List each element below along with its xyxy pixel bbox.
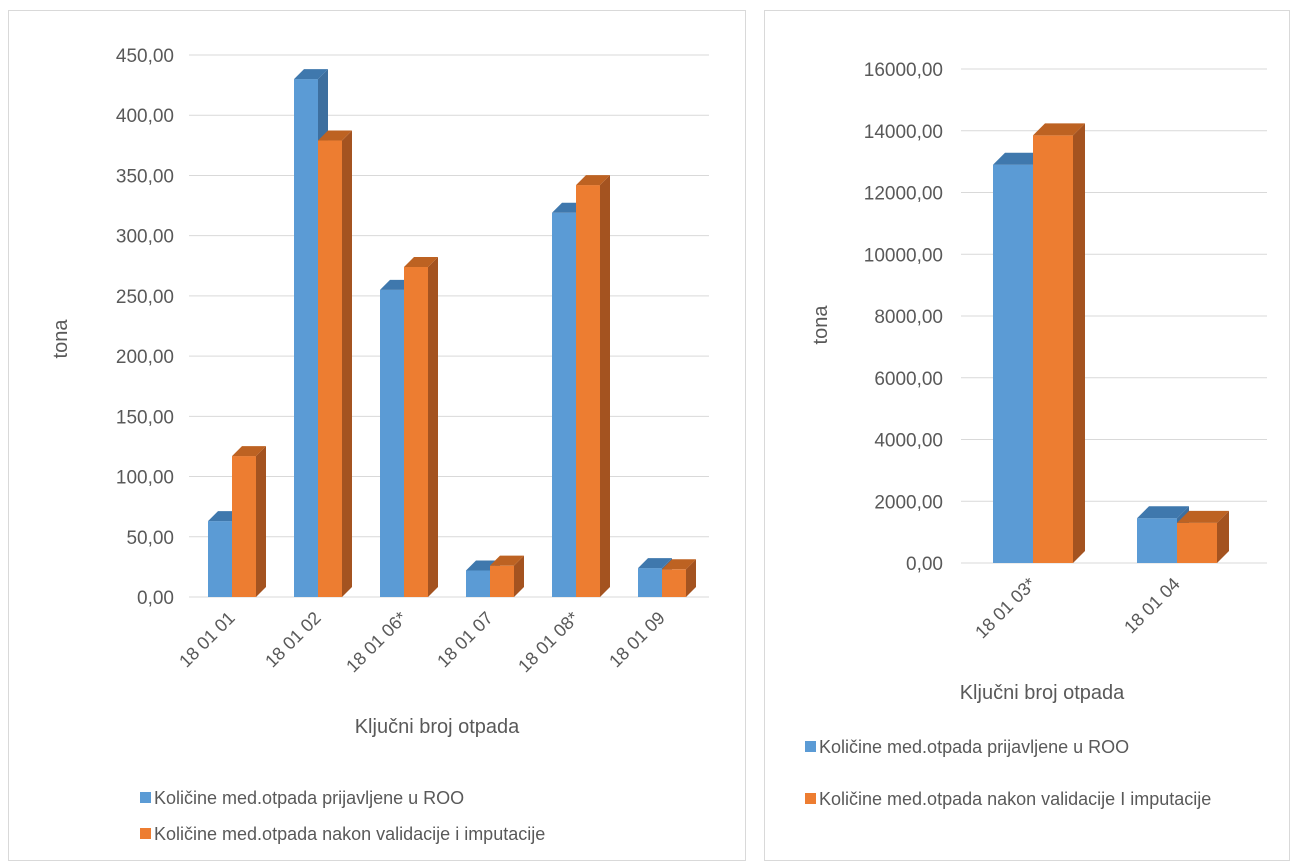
bar-2 [1033,135,1073,563]
bar-top-1 [1137,506,1189,519]
y-tick-label: 12000,00 [864,184,943,205]
bar-top-2 [490,555,524,566]
chart-right-legend: Količine med.otpada prijavljene u ROO Ko… [805,736,1245,810]
legend-label: Količine med.otpada prijavljene u ROO [819,737,1130,757]
x-tick-label: 18 01 03* [971,574,1040,643]
bar-side-2 [514,555,524,597]
x-tick-label: 18 01 02 [261,608,325,672]
chart-left-legend: Količine med.otpada prijavljene u ROO Ko… [140,787,545,845]
bar-1 [380,289,404,597]
bar-top-1 [294,69,328,80]
x-tick-label: 18 01 06* [342,608,411,677]
bar-1 [294,79,318,598]
bar-side-2 [256,446,266,597]
chart-left-svg: 0,00 50,00 100,00 150,00 200,00 250,00 300,00 3… [50,46,709,738]
x-tick-label: 18 01 08* [514,608,583,677]
bar-1 [552,212,576,597]
bar-2 [1177,522,1217,563]
legend-swatch-blue [805,741,816,752]
y-tick-label: 8000,00 [874,307,943,328]
bar-1 [208,521,232,597]
y-tick-label: 200,00 [116,347,174,368]
bar-top-2 [318,130,352,141]
x-axis-title: Ključni broj otpada [960,682,1125,704]
bar-top-2 [662,559,696,570]
bar-top-2 [576,175,610,186]
chart-right-panel: 0,00 2000,00 4000,00 6000,00 8000,00 10000,00… [764,10,1290,861]
legend-item-series-1: Količine med.otpada prijavljene u ROO [805,736,1245,758]
x-tick-label: 18 01 07 [433,608,497,672]
bar-top-2 [232,446,266,457]
y-tick-label: 300,00 [116,227,174,248]
bar-top-1 [638,558,672,569]
x-tick-label: 18 01 01 [175,608,239,672]
bar-2 [576,185,600,597]
bar-2 [232,456,256,597]
x-tick-label: 18 01 09 [605,608,669,672]
bar-side-2 [686,559,696,597]
y-tick-label: 250,00 [116,287,174,308]
bar-top-2 [404,256,438,267]
bar-2 [662,569,686,597]
legend-label: Količine med.otpada prijavljene u ROO [154,788,465,808]
bar-top-2 [1177,510,1229,523]
legend-item-series-2: Količine med.otpada nakon validacije i i… [140,823,545,845]
y-tick-label: 100,00 [116,468,174,489]
bar-top-1 [993,152,1045,165]
bar-side-2 [342,130,352,597]
bar-2 [404,266,428,597]
bar-side-2 [1073,123,1085,563]
x-axis-title: Ključni broj otpada [355,716,520,738]
x-tick-label: 18 01 04 [1120,574,1184,638]
y-tick-label: 450,00 [116,46,174,67]
bar-2 [318,140,342,597]
bar-1 [466,570,490,597]
legend-swatch-blue [140,792,151,803]
chart-left-panel: 0,00 50,00 100,00 150,00 200,00 250,00 300,00 3… [8,10,746,861]
legend-label: Količine med.otpada nakon validacije i i… [154,824,546,844]
y-tick-label: 2000,00 [874,492,943,513]
bar-side-2 [428,256,438,597]
chart-right-svg: 0,00 2000,00 4000,00 6000,00 8000,00 10000,00… [810,60,1267,704]
y-tick-label: 400,00 [116,106,174,127]
y-tick-label: 50,00 [126,528,174,549]
legend-item-series-2: Količine med.otpada nakon validacije I i… [805,788,1245,810]
bar-side-2 [1217,510,1229,563]
y-tick-label: 0,00 [137,588,174,609]
bar-1 [993,164,1033,563]
y-tick-label: 14000,00 [864,122,943,143]
y-tick-label: 350,00 [116,166,174,187]
y-axis-title: tona [810,305,832,345]
y-tick-label: 4000,00 [874,431,943,452]
y-tick-label: 16000,00 [864,60,943,81]
legend-swatch-orange [140,828,151,839]
y-axis-title: tona [50,319,72,359]
legend-swatch-orange [805,793,816,804]
legend-label: Količine med.otpada nakon validacije I i… [819,789,1212,809]
bar-top-2 [1033,123,1085,136]
legend-item-series-1: Količine med.otpada prijavljene u ROO [140,787,545,809]
bar-side-2 [600,175,610,597]
y-tick-label: 6000,00 [874,369,943,390]
y-tick-label: 10000,00 [864,245,943,266]
y-tick-label: 0,00 [906,554,943,575]
bar-1 [638,568,662,597]
bar-2 [490,565,514,597]
y-tick-label: 150,00 [116,407,174,428]
bar-1 [1137,518,1177,563]
